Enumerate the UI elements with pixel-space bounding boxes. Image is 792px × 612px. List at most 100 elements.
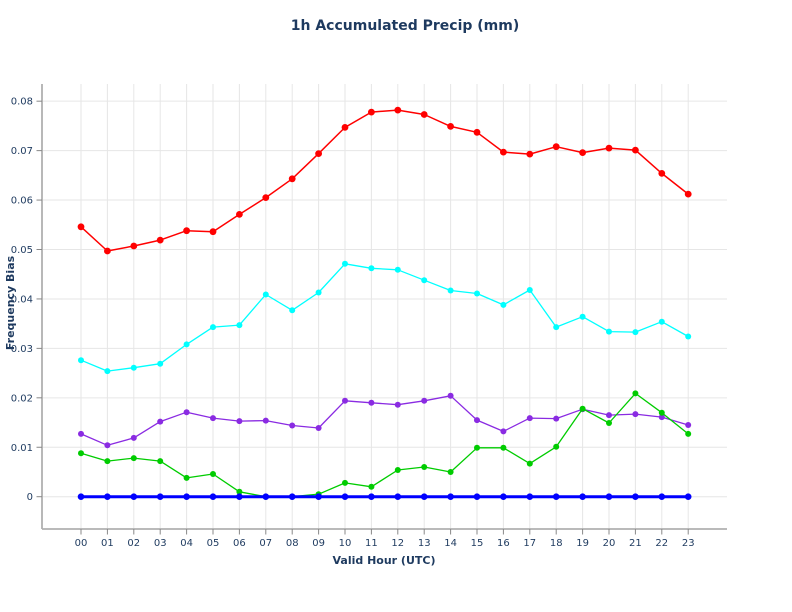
purple-series-marker — [289, 422, 296, 429]
x-tick-label: 18 — [550, 538, 563, 549]
x-tick-label: 23 — [682, 538, 695, 549]
cyan-series-marker — [104, 368, 111, 375]
cyan-series-marker — [685, 333, 692, 340]
red-series-marker — [288, 175, 296, 183]
red-series-marker — [579, 149, 586, 157]
purple-series-marker — [447, 392, 454, 399]
red-series-marker — [552, 143, 560, 151]
purple-series-marker — [130, 434, 137, 441]
y-tick-label: 0.08 — [11, 97, 33, 108]
purple-series-marker — [78, 430, 84, 437]
x-tick-label: 11 — [365, 538, 378, 549]
y-tick-label: 0.05 — [11, 245, 33, 256]
blue-series-marker — [526, 493, 534, 501]
cyan-series-marker — [553, 324, 560, 331]
x-tick-label: 03 — [154, 538, 167, 549]
green-series-marker — [342, 479, 348, 486]
blue-series-marker — [236, 493, 243, 501]
red-series-marker — [605, 144, 613, 152]
x-tick-label: 14 — [444, 538, 457, 549]
x-tick-label: 08 — [286, 538, 299, 549]
blue-series-marker — [500, 493, 507, 501]
purple-series-marker — [685, 422, 692, 428]
purple-series-marker — [474, 417, 480, 424]
green-series-marker — [500, 444, 507, 451]
y-axis-title: Frequency Bias — [4, 255, 17, 350]
red-series-marker — [420, 111, 428, 118]
x-tick-label: 04 — [180, 538, 193, 549]
green-series-marker — [236, 488, 243, 495]
blue-series-marker — [684, 493, 692, 501]
blue-series-marker — [77, 493, 85, 501]
red-series-marker — [77, 223, 85, 231]
red-series-marker — [104, 247, 111, 255]
cyan-series-marker — [500, 301, 507, 308]
blue-series-marker — [605, 493, 613, 501]
cyan-series-marker — [421, 277, 428, 284]
blue-series-marker — [288, 493, 296, 501]
green-series-line — [80, 392, 689, 498]
blue-series-marker — [473, 493, 481, 501]
red-series-marker — [236, 211, 243, 218]
x-tick-label: 13 — [418, 538, 431, 549]
red-series-line — [80, 109, 689, 252]
purple-series-marker — [553, 415, 560, 422]
cyan-series-marker — [394, 266, 401, 273]
red-series-marker — [315, 150, 322, 158]
purple-series-marker — [183, 409, 190, 416]
red-series-marker — [447, 123, 454, 130]
cyan-series-marker — [606, 328, 612, 335]
x-tick-label: 19 — [576, 538, 589, 549]
blue-series-marker — [447, 493, 454, 501]
cyan-series-marker — [368, 265, 375, 272]
green-series-marker — [579, 405, 586, 412]
cyan-series-marker — [262, 291, 269, 298]
red-series-marker — [500, 148, 507, 156]
green-series-marker — [368, 483, 375, 490]
blue-series-marker — [579, 493, 586, 501]
green-series-marker — [526, 460, 533, 467]
y-tick-label: 0.06 — [11, 196, 33, 207]
y-tick-label: 0.07 — [11, 146, 33, 157]
chart-title: 1h Accumulated Precip (mm) — [291, 18, 520, 34]
blue-series-marker — [341, 493, 349, 501]
blue-series-marker — [394, 493, 402, 501]
red-series-marker — [684, 190, 692, 198]
red-series-marker — [341, 124, 349, 131]
green-series-marker — [553, 443, 560, 450]
purple-series-marker — [606, 412, 612, 419]
y-tick-label: 0.04 — [11, 294, 33, 305]
red-series-marker — [183, 227, 191, 235]
red-series-marker — [130, 242, 138, 250]
cyan-series-marker — [474, 290, 480, 297]
x-tick-label: 07 — [259, 538, 272, 549]
green-series-marker — [210, 471, 216, 477]
red-series-marker — [473, 128, 481, 136]
x-tick-label: 17 — [523, 538, 536, 549]
green-series-marker — [447, 469, 454, 475]
x-tick-label: 05 — [207, 538, 220, 549]
x-tick-label: 21 — [629, 538, 642, 549]
blue-series-marker — [368, 493, 375, 501]
blue-series-marker — [130, 493, 138, 501]
cyan-series-marker — [78, 357, 84, 364]
green-series-marker — [421, 464, 428, 470]
cyan-series-marker — [289, 307, 296, 314]
blue-series-marker — [262, 493, 270, 501]
x-tick-label: 12 — [391, 538, 404, 549]
cyan-series-marker — [157, 360, 164, 367]
purple-series-marker — [157, 418, 164, 425]
y-tick-label: 0.02 — [11, 393, 33, 404]
cyan-series-marker — [447, 287, 454, 294]
cyan-series-marker — [632, 329, 639, 336]
green-series-marker — [78, 450, 84, 457]
purple-series-marker — [236, 418, 243, 425]
red-series-marker — [394, 106, 402, 114]
y-tick-label: 0 — [27, 492, 33, 503]
green-series-marker — [104, 458, 111, 465]
x-tick-label: 20 — [603, 538, 616, 549]
plot-area: 00 01 02 03 04 05 06 07 08 09 10 11 12 13 14 15 16 17 18 19… — [11, 84, 727, 549]
green-series-marker — [685, 430, 692, 437]
